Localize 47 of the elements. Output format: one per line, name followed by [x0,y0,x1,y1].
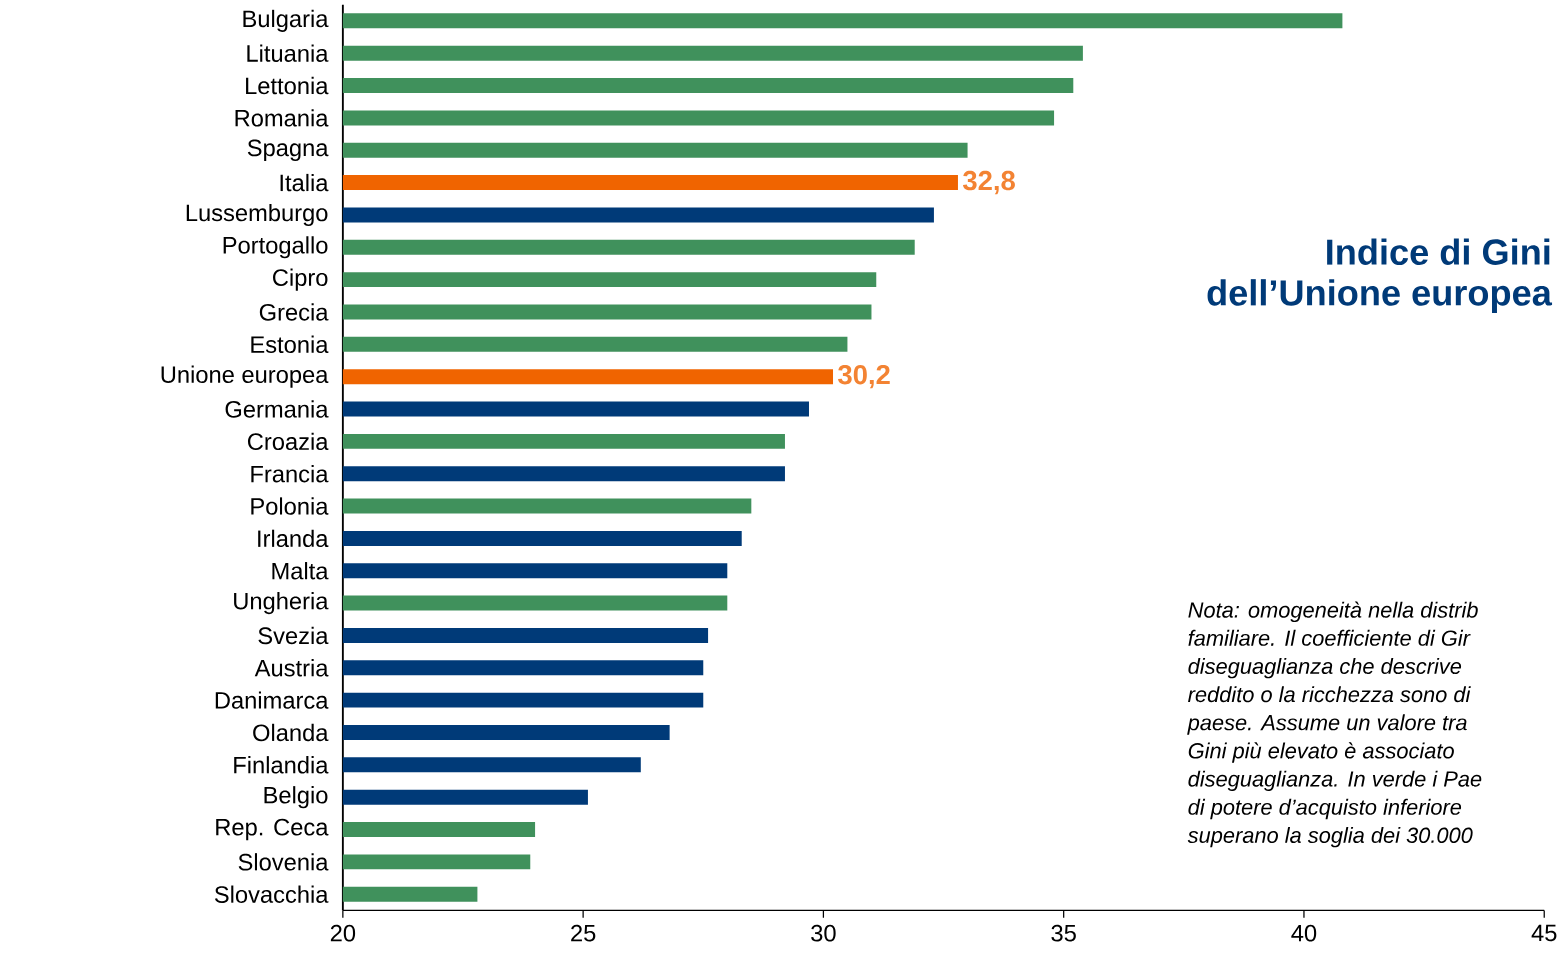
y-tick-label: Francia [251,464,329,483]
x-tick-label: 20 [330,924,356,942]
y-tick-label: Spagna [247,139,329,161]
annotation: paese. Assume un valore tra [1187,714,1467,735]
x-tick-label: 30 [811,924,836,942]
y-tick-label: Cipro [273,268,328,291]
annotation: Nota: omogeneità nella distrib [1188,601,1478,623]
annotation: Gini più elevato è associato [1188,742,1454,763]
x-tick-label: 35 [1051,924,1076,942]
y-tick-label: Lituania [247,44,329,62]
y-tick-label: Austria [254,659,329,677]
y-tick-label: Belgio [264,786,328,809]
text: Indice di Gini [1327,238,1550,265]
y-tick-label: Rep. Ceca [216,818,329,841]
y-tick-label: Irlanda [258,529,329,548]
y-tick-label: Slovenia [238,853,329,871]
text: dell’Unione europea [1207,279,1553,313]
y-tick-label: Unione europea [161,365,329,388]
x-tick-label: 25 [571,924,596,942]
y-tick-label: Olanda [253,723,329,742]
y-tick-label: Grecia [259,303,329,321]
y-tick-label: Danimarca [215,691,329,709]
y-tick-label: Slovacchia [214,885,329,903]
data-label: 30,2 [838,364,890,389]
annotation: familiare. Il coefficiente di Gir [1188,629,1471,646]
data-label: 32,8 [962,170,1015,195]
y-tick-label: Romania [235,109,329,127]
y-tick-label: Portogallo [223,236,328,259]
annotation: reddito o la ricchezza sono di [1188,686,1471,703]
annotation: diseguaglianza. In verde i Pae [1188,770,1482,791]
y-tick-label: Bulgaria [243,9,329,32]
y-tick-label: Italia [280,173,329,192]
y-tick-label: Croazia [247,432,329,451]
y-tick-label: Germania [225,400,329,418]
y-tick-label: Lettonia [246,76,329,95]
y-tick-label: Finlandia [234,756,329,774]
x-tick-label: 40 [1291,924,1317,942]
x-tick-label: 45 [1531,924,1557,942]
y-tick-label: Ungheria [234,592,329,615]
y-tick-label: Estonia [251,335,329,353]
annotation: diseguaglianza che descrive [1188,657,1462,679]
annotation: di potere d’acquisto inferiore [1188,798,1462,820]
y-tick-label: Svezia [258,626,329,645]
y-tick-label: Malta [272,561,329,580]
y-tick-label: Lussemburgo [186,203,328,226]
y-tick-label: Polonia [251,497,329,515]
annotation: superano la soglia dei 30.000 [1187,826,1473,848]
